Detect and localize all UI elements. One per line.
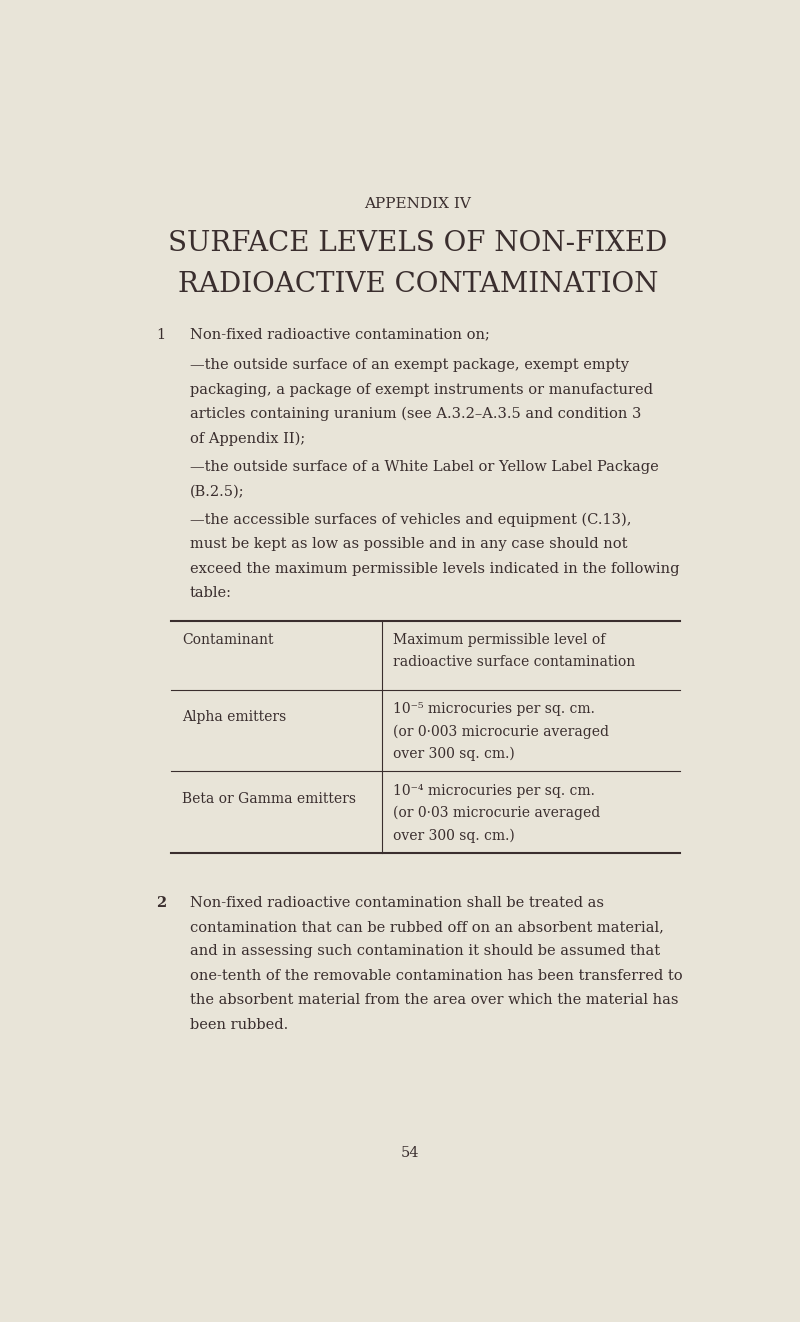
Text: exceed the maximum permissible levels indicated in the following: exceed the maximum permissible levels in… [190, 562, 679, 576]
Text: been rubbed.: been rubbed. [190, 1018, 288, 1031]
Text: one-tenth of the removable contamination has been transferred to: one-tenth of the removable contamination… [190, 969, 682, 984]
Text: of Appendix II);: of Appendix II); [190, 431, 305, 446]
Text: —the outside surface of a White Label or Yellow Label Package: —the outside surface of a White Label or… [190, 460, 658, 475]
Text: (B.2.5);: (B.2.5); [190, 484, 245, 498]
Text: RADIOACTIVE CONTAMINATION: RADIOACTIVE CONTAMINATION [178, 271, 658, 297]
Text: 2: 2 [156, 895, 166, 910]
Text: over 300 sq. cm.): over 300 sq. cm.) [394, 747, 515, 761]
Text: APPENDIX IV: APPENDIX IV [364, 197, 471, 212]
Text: (or 0·003 microcurie averaged: (or 0·003 microcurie averaged [394, 724, 610, 739]
Text: table:: table: [190, 586, 232, 600]
Text: (or 0·03 microcurie averaged: (or 0·03 microcurie averaged [394, 806, 601, 821]
Text: Beta or Gamma emitters: Beta or Gamma emitters [182, 792, 357, 806]
Text: —the accessible surfaces of vehicles and equipment (C.13),: —the accessible surfaces of vehicles and… [190, 513, 631, 527]
Text: must be kept as low as possible and in any case should not: must be kept as low as possible and in a… [190, 537, 627, 551]
Text: Non-fixed radioactive contamination shall be treated as: Non-fixed radioactive contamination shal… [190, 895, 604, 910]
Text: Non-fixed radioactive contamination on;: Non-fixed radioactive contamination on; [190, 328, 490, 341]
Text: packaging, a package of exempt instruments or manufactured: packaging, a package of exempt instrumen… [190, 382, 653, 397]
Text: —the outside surface of an exempt package, exempt empty: —the outside surface of an exempt packag… [190, 358, 629, 373]
Text: 10⁻⁴ microcuries per sq. cm.: 10⁻⁴ microcuries per sq. cm. [394, 784, 595, 797]
Text: 54: 54 [401, 1146, 419, 1159]
Text: articles containing uranium (see A.3.2–A.3.5 and condition 3: articles containing uranium (see A.3.2–A… [190, 407, 642, 422]
Text: SURFACE LEVELS OF NON-FIXED: SURFACE LEVELS OF NON-FIXED [168, 230, 667, 256]
Text: 10⁻⁵ microcuries per sq. cm.: 10⁻⁵ microcuries per sq. cm. [394, 702, 595, 717]
Text: Maximum permissible level of: Maximum permissible level of [394, 633, 606, 646]
Text: Alpha emitters: Alpha emitters [182, 710, 286, 724]
Text: Contaminant: Contaminant [182, 633, 274, 646]
Text: and in assessing such contamination it should be assumed that: and in assessing such contamination it s… [190, 944, 660, 958]
Text: over 300 sq. cm.): over 300 sq. cm.) [394, 829, 515, 843]
Text: the absorbent material from the area over which the material has: the absorbent material from the area ove… [190, 993, 678, 1007]
Text: 1: 1 [156, 328, 165, 341]
Text: contamination that can be rubbed off on an absorbent material,: contamination that can be rubbed off on … [190, 920, 664, 935]
Text: radioactive surface contamination: radioactive surface contamination [394, 656, 635, 669]
